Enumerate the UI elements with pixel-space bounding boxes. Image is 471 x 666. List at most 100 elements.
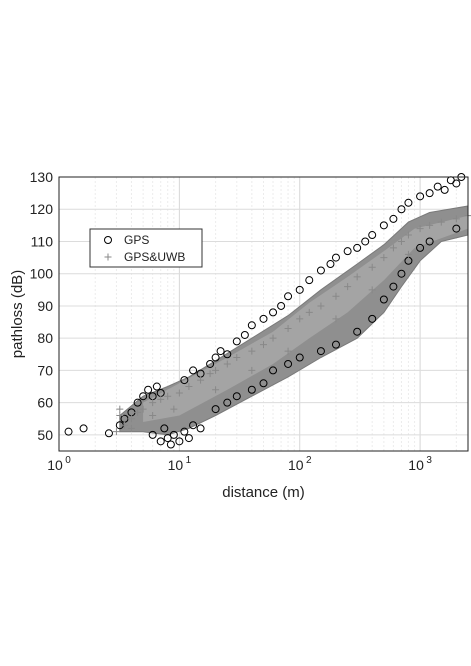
gps-point bbox=[452, 179, 461, 188]
gps-point bbox=[389, 282, 398, 291]
gps-point bbox=[247, 321, 256, 330]
gps-point bbox=[180, 376, 189, 385]
gps-point bbox=[269, 308, 278, 317]
gps-uwb-point bbox=[397, 237, 405, 245]
x-tick-label: 10 bbox=[288, 457, 304, 473]
gps-point bbox=[216, 347, 225, 356]
y-tick-label: 70 bbox=[37, 362, 53, 378]
gps-point bbox=[133, 398, 142, 407]
gps-uwb-point bbox=[404, 231, 412, 239]
gps-point bbox=[163, 434, 172, 443]
gps-uwb-point bbox=[120, 421, 128, 429]
gps-point bbox=[247, 385, 256, 394]
gps-point bbox=[284, 359, 293, 368]
gps-uwb-point bbox=[185, 383, 193, 391]
gps-point bbox=[331, 340, 340, 349]
gps-uwb-point bbox=[437, 218, 445, 226]
gps-point bbox=[156, 437, 165, 446]
gps-uwb-point bbox=[380, 254, 388, 262]
gps-point bbox=[452, 224, 461, 233]
gps-point bbox=[211, 353, 220, 362]
gps-point bbox=[189, 421, 198, 430]
gps-uwb-point bbox=[112, 428, 120, 436]
y-tick-label: 60 bbox=[37, 395, 53, 411]
gps-uwb-point bbox=[332, 292, 340, 300]
gps-uwb-point bbox=[149, 399, 157, 407]
gps-point bbox=[425, 237, 434, 246]
gps-point bbox=[397, 205, 406, 214]
gps-point bbox=[353, 243, 362, 252]
gps-point bbox=[232, 337, 241, 346]
gps-point bbox=[223, 398, 232, 407]
gps-uwb-point bbox=[116, 412, 124, 420]
gps-uwb-point bbox=[212, 386, 220, 394]
gps-point bbox=[166, 440, 175, 449]
gps-point bbox=[206, 359, 215, 368]
gps-point bbox=[139, 392, 148, 401]
gps-point bbox=[160, 424, 169, 433]
y-tick-label: 120 bbox=[30, 201, 54, 217]
gps-point bbox=[331, 253, 340, 262]
gps-uwb-point bbox=[269, 334, 277, 342]
gps-uwb-point bbox=[223, 360, 231, 368]
gps-point bbox=[284, 292, 293, 301]
gps-point bbox=[259, 314, 268, 323]
gps-point bbox=[316, 266, 325, 275]
gps-point bbox=[295, 353, 304, 362]
gps-point bbox=[189, 366, 198, 375]
gps-point bbox=[232, 392, 241, 401]
gps-uwb-point bbox=[260, 341, 267, 349]
gps-point bbox=[64, 427, 73, 436]
gps-point bbox=[223, 350, 232, 359]
gps-point bbox=[416, 192, 425, 201]
gps-uwb-point bbox=[248, 347, 256, 355]
gps-point bbox=[180, 427, 189, 436]
gps-uwb-point bbox=[296, 315, 304, 323]
x-tick-exponent: 1 bbox=[186, 455, 192, 466]
gps-point bbox=[295, 285, 304, 294]
gps-point bbox=[152, 382, 161, 391]
gps-uwb-point bbox=[284, 325, 292, 333]
gps-uwb-point bbox=[164, 392, 172, 400]
gps-uwb-point bbox=[127, 424, 135, 432]
y-tick-label: 130 bbox=[30, 169, 54, 185]
gps-point bbox=[368, 314, 377, 323]
gps-point bbox=[316, 347, 325, 356]
gps-point bbox=[148, 430, 157, 439]
gps-point bbox=[259, 379, 268, 388]
gps-point bbox=[184, 434, 193, 443]
gps-uwb-point bbox=[404, 250, 412, 258]
data-density-band bbox=[119, 205, 469, 436]
x-tick-label: 10 bbox=[47, 457, 63, 473]
gps-uwb-point bbox=[317, 302, 325, 310]
gps-point bbox=[416, 243, 425, 252]
x-tick-label: 10 bbox=[168, 457, 184, 473]
x-tick-exponent: 0 bbox=[65, 455, 71, 466]
gps-uwb-point bbox=[212, 366, 220, 374]
gps-uwb-point bbox=[248, 366, 256, 374]
gps-point bbox=[368, 231, 377, 240]
gps-uwb-point bbox=[426, 221, 434, 229]
legend-gps-uwb-label: GPS&UWB bbox=[124, 250, 185, 264]
gps-point bbox=[269, 366, 278, 375]
gps-point bbox=[196, 424, 205, 433]
gps-point bbox=[353, 327, 362, 336]
gps-point bbox=[277, 301, 286, 310]
gps-point bbox=[379, 221, 388, 230]
y-axis-label: pathloss (dB) bbox=[9, 270, 26, 358]
gps-point bbox=[175, 437, 184, 446]
gps-point bbox=[389, 214, 398, 223]
gps-uwb-point bbox=[157, 395, 165, 403]
gps-point bbox=[343, 247, 352, 256]
gps-point bbox=[79, 424, 88, 433]
x-tick-exponent: 3 bbox=[426, 455, 432, 466]
x-tick-label: 10 bbox=[408, 457, 424, 473]
legend-gps-marker bbox=[104, 236, 112, 244]
gps-uwb-cloud-core bbox=[143, 215, 468, 422]
y-tick-label: 90 bbox=[37, 298, 53, 314]
gps-uwb-point bbox=[368, 286, 376, 294]
y-tick-label: 80 bbox=[37, 330, 53, 346]
x-axis-label: distance (m) bbox=[222, 484, 305, 501]
gps-point bbox=[379, 295, 388, 304]
